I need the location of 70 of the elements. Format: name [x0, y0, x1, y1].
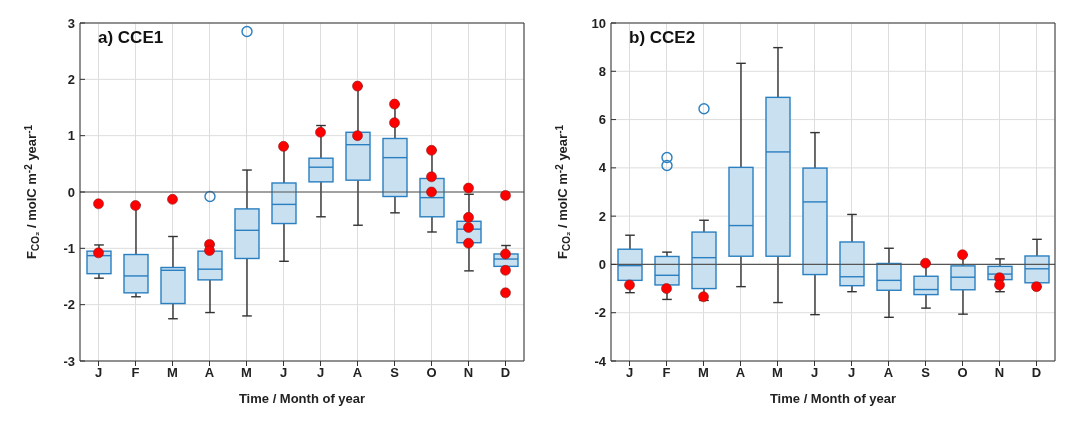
point [204, 245, 215, 256]
point [389, 117, 400, 129]
chart-title: b) CCE2 [629, 28, 696, 48]
x-tick-label: F [662, 365, 671, 381]
chart-title: a) CCE1 [98, 28, 164, 48]
y-tick-label: 2 [598, 208, 606, 224]
point [463, 237, 474, 249]
y-tick-label: 0 [67, 184, 75, 200]
y-tick-label: 3 [67, 15, 75, 31]
y-tick-label: 4 [598, 160, 607, 176]
x-tick-label: J [94, 365, 103, 381]
point [352, 130, 363, 141]
y-tick-label: -4 [594, 353, 607, 369]
x-tick-label: M [698, 365, 709, 381]
y-tick-label: 1 [67, 128, 75, 144]
x-tick-label: A [735, 365, 746, 381]
point [93, 247, 104, 259]
x-tick-label: A [352, 365, 363, 381]
x-tick-label: A [883, 365, 894, 381]
point [1031, 281, 1042, 292]
x-tick-label: O [957, 365, 968, 381]
x-tick-label: J [625, 365, 634, 381]
point [500, 190, 511, 201]
y-tick-label: -1 [63, 240, 75, 256]
x-axis-title: Time / Month of year [769, 391, 897, 406]
y-tick-label: -2 [63, 297, 75, 313]
y-tick-label: 2 [67, 71, 75, 87]
point [500, 265, 511, 276]
point [278, 141, 289, 152]
y-tick-label: -3 [63, 353, 75, 369]
x-tick-label: S [390, 365, 400, 381]
y-tick-label: 6 [598, 112, 606, 128]
point [93, 198, 104, 210]
x-tick-label: N [994, 365, 1005, 381]
point [130, 200, 141, 211]
point [957, 249, 968, 261]
point [994, 279, 1005, 291]
x-tick-label: M [772, 365, 783, 381]
point [500, 248, 511, 260]
y-tick-label: 8 [598, 63, 606, 79]
point [352, 80, 363, 92]
x-tick-label: M [241, 365, 252, 381]
x-tick-label: D [500, 365, 511, 381]
x-tick-label: J [279, 365, 288, 381]
point [167, 194, 178, 205]
point [463, 212, 474, 223]
point [698, 291, 709, 303]
x-tick-label: J [847, 365, 856, 381]
y-tick-label: 0 [598, 257, 606, 273]
point [500, 287, 511, 299]
x-tick-label: A [204, 365, 215, 381]
point [661, 283, 672, 294]
y-tick-label: -2 [594, 305, 606, 321]
x-tick-label: M [167, 365, 178, 381]
point [624, 279, 635, 291]
x-tick-label: J [810, 365, 819, 381]
point [389, 98, 400, 110]
point [426, 145, 437, 156]
x-tick-label: J [316, 365, 325, 381]
y-tick-label: 10 [591, 15, 606, 31]
x-tick-label: D [1031, 365, 1042, 381]
point [426, 171, 437, 183]
x-tick-label: S [921, 365, 931, 381]
point [920, 257, 931, 269]
x-tick-label: F [131, 365, 140, 381]
point [463, 182, 474, 194]
x-axis-title: Time / Month of year [238, 391, 366, 406]
x-tick-label: N [463, 365, 474, 381]
x-tick-label: O [426, 365, 437, 381]
point [315, 126, 326, 138]
